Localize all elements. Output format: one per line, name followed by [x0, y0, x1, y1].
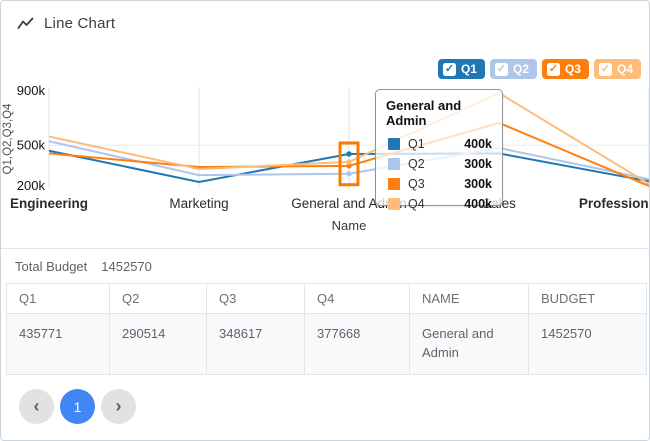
column-header-q2[interactable]: Q2: [109, 283, 207, 314]
table-header-row: Q1 Q2 Q3 Q4 NAME BUDGET: [6, 283, 647, 314]
legend-toggle-q4[interactable]: ✓ Q4: [593, 59, 641, 79]
legend-label: Q3: [564, 62, 581, 76]
data-point-q4[interactable]: [346, 159, 352, 165]
checkbox-checked-icon: ✓: [598, 62, 612, 76]
tooltip-row: Q3 300k: [386, 174, 492, 194]
total-budget-value: 1452570: [101, 259, 152, 274]
series-color-chip: [388, 138, 400, 150]
legend-toggle-q2[interactable]: ✓ Q2: [489, 59, 537, 79]
series-color-chip: [388, 198, 400, 210]
tooltip-row: Q1 400k: [386, 134, 492, 154]
data-table: Q1 Q2 Q3 Q4 NAME BUDGET 435771 290514 348617 377…: [6, 283, 647, 375]
category-label: Engineering: [10, 196, 88, 211]
tooltip-row: Q4 400k: [386, 194, 492, 214]
tooltip-series-label: Q1: [408, 137, 425, 151]
table-cell: 348617: [206, 313, 305, 375]
column-header-name[interactable]: NAME: [409, 283, 529, 314]
card-header: Line Chart: [17, 15, 115, 32]
checkbox-checked-icon: ✓: [546, 62, 560, 76]
series-color-chip: [388, 158, 400, 170]
y-axis-title: Q1,Q2,Q3,Q4: [2, 103, 14, 175]
x-axis-title: Name: [332, 218, 367, 233]
tooltip-series-value: 300k: [464, 177, 492, 191]
category-label: Professional Services: [579, 196, 650, 211]
tooltip-rows: Q1 400k Q2 300k Q3 300k Q4 400k: [386, 134, 492, 214]
data-point-q1[interactable]: [346, 151, 352, 157]
y-tick-label: 200k: [17, 178, 46, 193]
data-points: [346, 151, 352, 177]
table-row[interactable]: 435771 290514 348617 377668 General and Admi…: [6, 313, 647, 375]
line-chart-icon: [17, 17, 34, 29]
checkbox-checked-icon: ✓: [494, 62, 508, 76]
column-header-budget[interactable]: BUDGET: [528, 283, 647, 314]
table-cell: 377668: [304, 313, 410, 375]
total-budget-summary: Total Budget 1452570: [1, 249, 649, 283]
chart-legend: ✓ Q1 ✓ Q2 ✓ Q3 ✓ Q4: [437, 59, 641, 79]
table-cell: 1452570: [528, 313, 647, 375]
table-section: Total Budget 1452570 Q1 Q2 Q3 Q4 NAME BUDGET …: [1, 248, 649, 440]
pagination-next-button[interactable]: ›: [101, 389, 136, 424]
table-body: 435771 290514 348617 377668 General and Admi…: [6, 313, 647, 375]
table-cell: 435771: [6, 313, 110, 375]
column-header-q3[interactable]: Q3: [206, 283, 305, 314]
y-tick-labels: 200k 500k 900k: [17, 83, 46, 193]
column-header-q1[interactable]: Q1: [6, 283, 110, 314]
table-cell: 290514: [109, 313, 207, 375]
tooltip-row: Q2 300k: [386, 154, 492, 174]
tooltip-series-label: Q2: [408, 157, 425, 171]
pagination-page-1-button[interactable]: 1: [60, 389, 95, 424]
category-label: Marketing: [169, 196, 228, 211]
total-budget-label: Total Budget: [15, 259, 88, 274]
pagination: ‹ 1 ›: [19, 389, 136, 424]
card-title: Line Chart: [44, 15, 116, 32]
legend-toggle-q1[interactable]: ✓ Q1: [437, 59, 485, 79]
table-cell: General and Admin: [409, 313, 529, 375]
tooltip-series-value: 400k: [464, 137, 492, 151]
tooltip-title: General and Admin: [386, 98, 462, 128]
legend-label: Q1: [460, 62, 477, 76]
series-color-chip: [388, 178, 400, 190]
column-header-q4[interactable]: Q4: [304, 283, 410, 314]
y-tick-label: 500k: [17, 137, 46, 152]
line-chart-svg: 200k 500k 900k Engineering Marketing General…: [2, 83, 650, 233]
legend-label: Q4: [616, 62, 633, 76]
selection-highlight-rect[interactable]: [338, 141, 360, 187]
y-tick-label: 900k: [17, 83, 46, 98]
legend-toggle-q3[interactable]: ✓ Q3: [541, 59, 589, 79]
data-point-q3[interactable]: [346, 163, 352, 169]
chart-tooltip: General and Admin Q1 400k Q2 300k Q3 300k Q4 40…: [375, 89, 503, 211]
checkbox-checked-icon: ✓: [442, 62, 456, 76]
legend-label: Q2: [512, 62, 529, 76]
pagination-prev-button[interactable]: ‹: [19, 389, 54, 424]
tooltip-series-value: 400k: [464, 197, 492, 211]
data-point-q2[interactable]: [346, 171, 352, 177]
tooltip-series-label: Q4: [408, 197, 425, 211]
tooltip-series-label: Q3: [408, 177, 425, 191]
tooltip-series-value: 300k: [464, 157, 492, 171]
